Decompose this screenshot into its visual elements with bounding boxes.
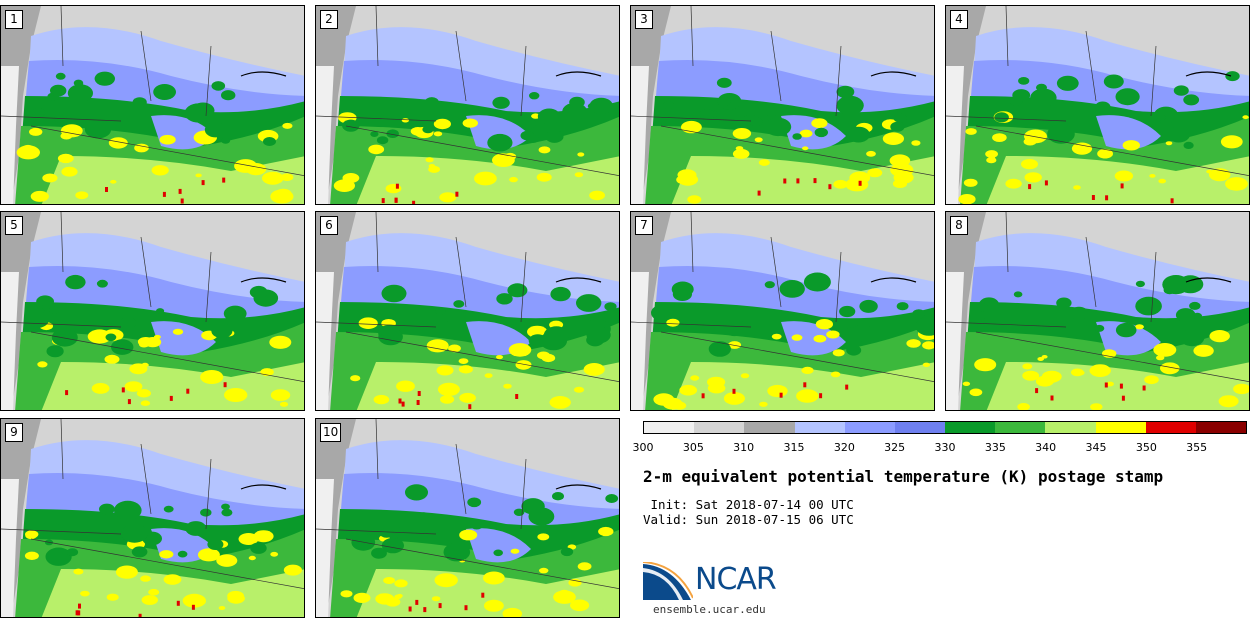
colorbar-segment [1095,422,1146,433]
colorbar [643,421,1247,434]
colorbar-tick-label: 310 [733,441,755,454]
ncar-logo: NCAR ensemble.ucar.edu [642,561,793,618]
colorbar-tick-label: 300 [632,441,654,454]
colorbar-segment [694,422,745,433]
colorbar-tick-label: 355 [1186,441,1208,454]
colorbar-tick-label: 345 [1085,441,1107,454]
map-panel: 3 [630,5,935,205]
map-panel: 1 [0,5,305,205]
panel-number: 2 [320,10,338,29]
colorbar-segment [945,422,996,433]
colorbar-segment [1195,422,1247,433]
chart-title: 2-m equivalent potential temperature (K)… [643,467,1164,486]
map-panel: 7 [630,211,935,411]
panel-number: 9 [5,423,23,442]
colorbar-tick-label: 305 [682,441,704,454]
colorbar-tick-label: 335 [984,441,1006,454]
panel-number: 7 [635,216,653,235]
panel-number: 3 [635,10,653,29]
colorbar-segment [844,422,895,433]
panel-number: 10 [320,423,342,442]
map-panel: 8 [945,211,1250,411]
map-panel: 2 [315,5,620,205]
ncar-swoosh-icon [642,561,694,600]
colorbar-tick-label: 320 [833,441,855,454]
colorbar-segment [644,422,695,433]
colorbar-segment [744,422,795,433]
colorbar-tick-label: 350 [1135,441,1157,454]
map-panel: 10 [315,418,620,618]
colorbar-segment [894,422,946,433]
colorbar-segment [995,422,1046,433]
map-panel: 9 [0,418,305,618]
map-panel: 5 [0,211,305,411]
colorbar-segment [794,422,845,433]
colorbar-segment [1145,422,1196,433]
panel-number: 4 [950,10,968,29]
logo-url: ensemble.ucar.edu [653,603,766,616]
init-time: Init: Sat 2018-07-14 00 UTC [643,497,854,512]
colorbar-segment [1045,422,1096,433]
valid-time: Valid: Sun 2018-07-15 06 UTC [643,512,854,527]
panel-number: 6 [320,216,338,235]
map-panel: 6 [315,211,620,411]
map-panel: 4 [945,5,1250,205]
panel-number: 5 [5,216,23,235]
panel-number: 8 [950,216,968,235]
colorbar-tick-label: 315 [783,441,805,454]
ncar-wordmark: NCAR [695,562,777,597]
panel-number: 1 [5,10,23,29]
colorbar-tick-label: 340 [1035,441,1057,454]
colorbar-tick-label: 325 [884,441,906,454]
colorbar-tick-label: 330 [934,441,956,454]
